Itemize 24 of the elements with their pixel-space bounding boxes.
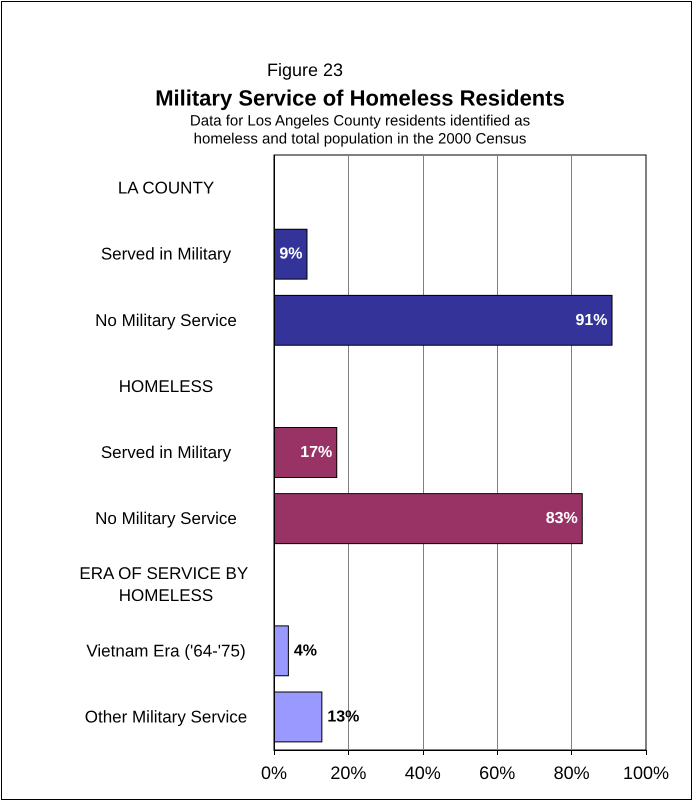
y-tick-label: Served in Military <box>100 443 232 462</box>
y-tick-label: Other Military Service <box>84 707 248 726</box>
x-tick-label: 100% <box>622 763 670 783</box>
x-tick-label: 20% <box>330 763 366 783</box>
chart-title: Military Service of Homeless Residents <box>155 86 565 110</box>
x-tick-label: 60% <box>479 763 516 783</box>
y-tick-label: LA COUNTY <box>118 178 214 198</box>
data-label: 4% <box>294 642 318 660</box>
data-label: 17% <box>300 444 332 461</box>
y-tick-label: Vietnam Era ('64-'75) <box>86 641 246 660</box>
data-label: 9% <box>279 246 302 263</box>
data-label: 83% <box>546 510 578 528</box>
y-tick-label: ERA OF SERVICE BY HOMELESS <box>79 564 253 606</box>
data-label: 91% <box>575 312 608 329</box>
caption: Figure 23 <box>266 60 344 80</box>
y-tick-label: No Military Service <box>95 310 237 330</box>
y-tick-label: No Military Service <box>95 509 237 528</box>
y-tick-label: Served in Military <box>100 244 232 264</box>
x-tick-label: 0% <box>260 763 288 783</box>
y-tick-label: HOMELESS <box>118 376 214 396</box>
chart-subtitle: Data for Los Angeles County residents identified as homeless and total population in the 2000 Census <box>190 112 530 148</box>
x-tick-label: 80% <box>554 763 590 783</box>
data-label: 13% <box>327 708 360 726</box>
x-tick-label: 40% <box>404 763 441 783</box>
